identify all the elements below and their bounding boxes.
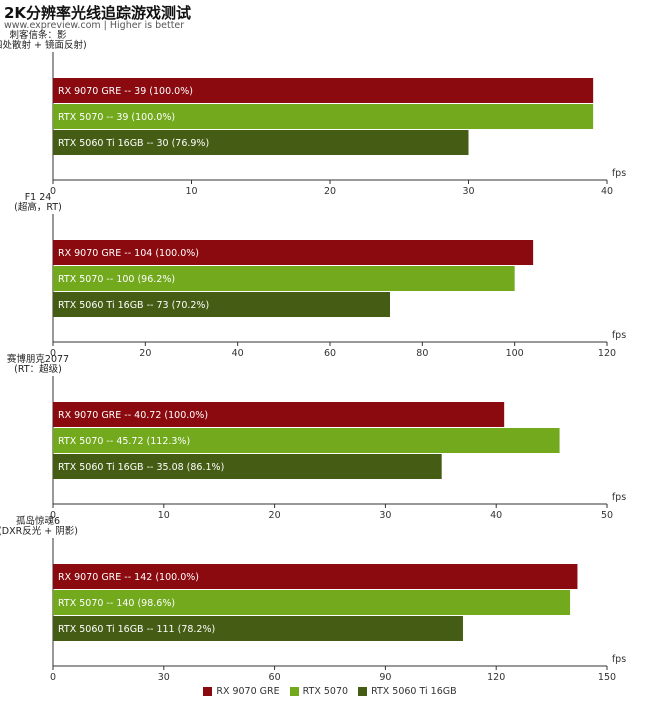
legend: RX 9070 GRE RTX 5070 RTX 5060 Ti 16GB [0,684,660,698]
x-tick-label: 20 [269,510,281,521]
x-tick-label: 0 [50,348,56,359]
x-tick-label: 0 [50,186,56,197]
x-tick-label: 50 [601,510,613,521]
legend-swatch [289,686,299,696]
bar [53,590,571,615]
chart-title: 2K分辨率光线追踪游戏测试 [4,4,192,22]
bar-data-label: RTX 5070 -- 45.72 (112.3%) [58,436,190,447]
x-tick-label: 30 [379,510,391,521]
bar [53,564,578,589]
x-tick-label: 90 [379,672,391,683]
x-tick-label: 0 [50,510,56,521]
x-tick-label: 10 [185,186,197,197]
legend-item-rtx5070: RTX 5070 [289,685,349,697]
legend-swatch [203,686,213,696]
bar [53,292,391,317]
legend-label: RTX 5070 [302,685,349,697]
x-tick-label: 0 [50,672,56,683]
bar-data-label: RTX 5070 -- 39 (100.0%) [58,112,175,123]
panel-title-line: (DXR反光 + 阴影) [0,525,78,537]
bar-data-label: RTX 5060 Ti 16GB -- 35.08 (86.1%) [58,462,224,473]
bar-data-label: RX 9070 GRE -- 40.72 (100.0%) [58,410,208,421]
chart-subtitle: www.expreview.com | Higher is better [4,20,185,31]
x-tick-label: 60 [324,348,336,359]
bar [53,428,560,453]
legend-item-rx9070gre: RX 9070 GRE [203,685,280,697]
x-axis-label: fps [612,492,626,503]
charts-canvas: 刺客信条：影(四处散射 + 镜面反射) RX 9070 GRE -- 39 (10… [0,29,626,683]
bar-data-label: RTX 5070 -- 140 (98.6%) [58,598,175,609]
bar-data-label: RX 9070 GRE -- 104 (100.0%) [58,248,199,259]
bar-data-label: RX 9070 GRE -- 39 (100.0%) [58,86,193,97]
bar-data-label: RTX 5060 Ti 16GB -- 30 (76.9%) [58,138,209,149]
bar [53,454,442,479]
legend-label: RX 9070 GRE [216,685,280,697]
x-tick-label: 40 [490,510,502,521]
x-tick-label: 40 [232,348,244,359]
bar-data-label: RTX 5060 Ti 16GB -- 111 (78.2%) [58,624,215,635]
x-tick-label: 30 [158,672,170,683]
x-tick-label: 40 [601,186,613,197]
panel-title-line: 赛博朋克2077 [7,353,69,365]
bar [53,402,505,427]
panel-title-line: (超高，RT) [14,201,62,213]
bar [53,78,594,103]
x-tick-label: 20 [139,348,151,359]
bar [53,266,515,291]
x-tick-label: 30 [462,186,474,197]
x-tick-label: 60 [269,672,281,683]
x-tick-label: 10 [158,510,170,521]
bar [53,130,469,155]
x-axis-label: fps [612,168,626,179]
legend-label: RTX 5060 Ti 16GB [371,685,457,697]
legend-swatch [358,686,368,696]
panel-title-line: 孤岛惊魂6 [16,515,60,527]
panel-title-line: (四处散射 + 镜面反射) [0,39,87,51]
panel-title-line: 刺客信条：影 [9,29,67,41]
x-tick-label: 120 [598,348,616,359]
x-tick-label: 150 [598,672,616,683]
panel-title-line: (RT：超级) [14,363,62,375]
x-tick-label: 100 [506,348,524,359]
bar [53,616,463,641]
x-tick-label: 120 [487,672,505,683]
bar [53,104,594,129]
bar-data-label: RTX 5060 Ti 16GB -- 73 (70.2%) [58,300,209,311]
x-tick-label: 80 [416,348,428,359]
bar-data-label: RX 9070 GRE -- 142 (100.0%) [58,572,199,583]
panel-title-line: F1 24 [25,192,52,203]
x-axis-label: fps [612,330,626,341]
legend-item-rtx5060ti: RTX 5060 Ti 16GB [358,686,457,697]
x-axis-label: fps [612,654,626,665]
bar-data-label: RTX 5070 -- 100 (96.2%) [58,274,175,285]
x-tick-label: 20 [324,186,336,197]
bar [53,240,534,265]
